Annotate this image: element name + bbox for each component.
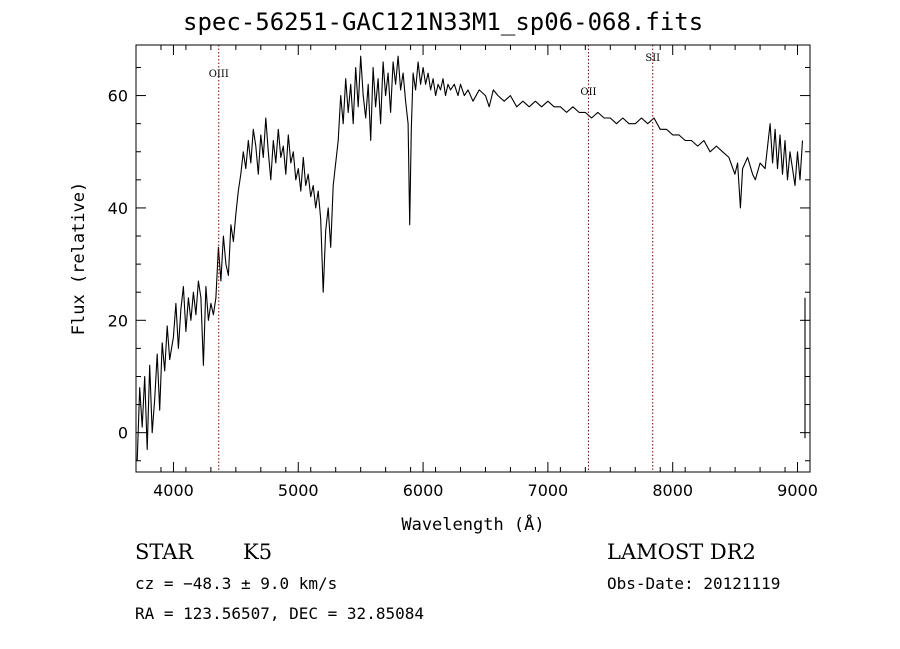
coordinates-label: RA = 123.56507, DEC = 32.85084 [135,604,424,623]
x-tick-label-3: 7000 [528,481,569,500]
y-tick-label-1: 20 [108,311,128,330]
plot-frame [135,44,811,473]
y-tick-label-3: 60 [108,87,128,106]
subclass-label: K5 [243,540,273,564]
x-tick-label-5: 9000 [777,481,818,500]
chart-title: spec-56251-GAC121N33M1_sp06-068.fits [183,8,704,36]
y-tick-label-0: 0 [118,424,128,443]
object-type-label: STAR [135,540,194,564]
line-marker-label-2: SII [645,53,660,64]
spectrum-line-0 [136,55,804,461]
x-tick-label-0: 4000 [153,481,194,500]
y-axis-label: Flux (relative) [69,182,89,336]
line-marker-label-1: OII [580,87,596,98]
survey-label: LAMOST DR2 [607,540,756,564]
x-tick-label-2: 6000 [403,481,444,500]
x-tick-label-1: 5000 [278,481,319,500]
obs-date-label: Obs-Date: 20121119 [607,574,781,593]
x-axis-label: Wavelength (Å) [401,513,544,535]
x-tick-label-4: 8000 [652,481,693,500]
y-tick-label-2: 40 [108,199,128,218]
line-marker-label-0: OIII [209,69,229,80]
redshift-label: cz = −48.3 ± 9.0 km/s [135,574,338,593]
